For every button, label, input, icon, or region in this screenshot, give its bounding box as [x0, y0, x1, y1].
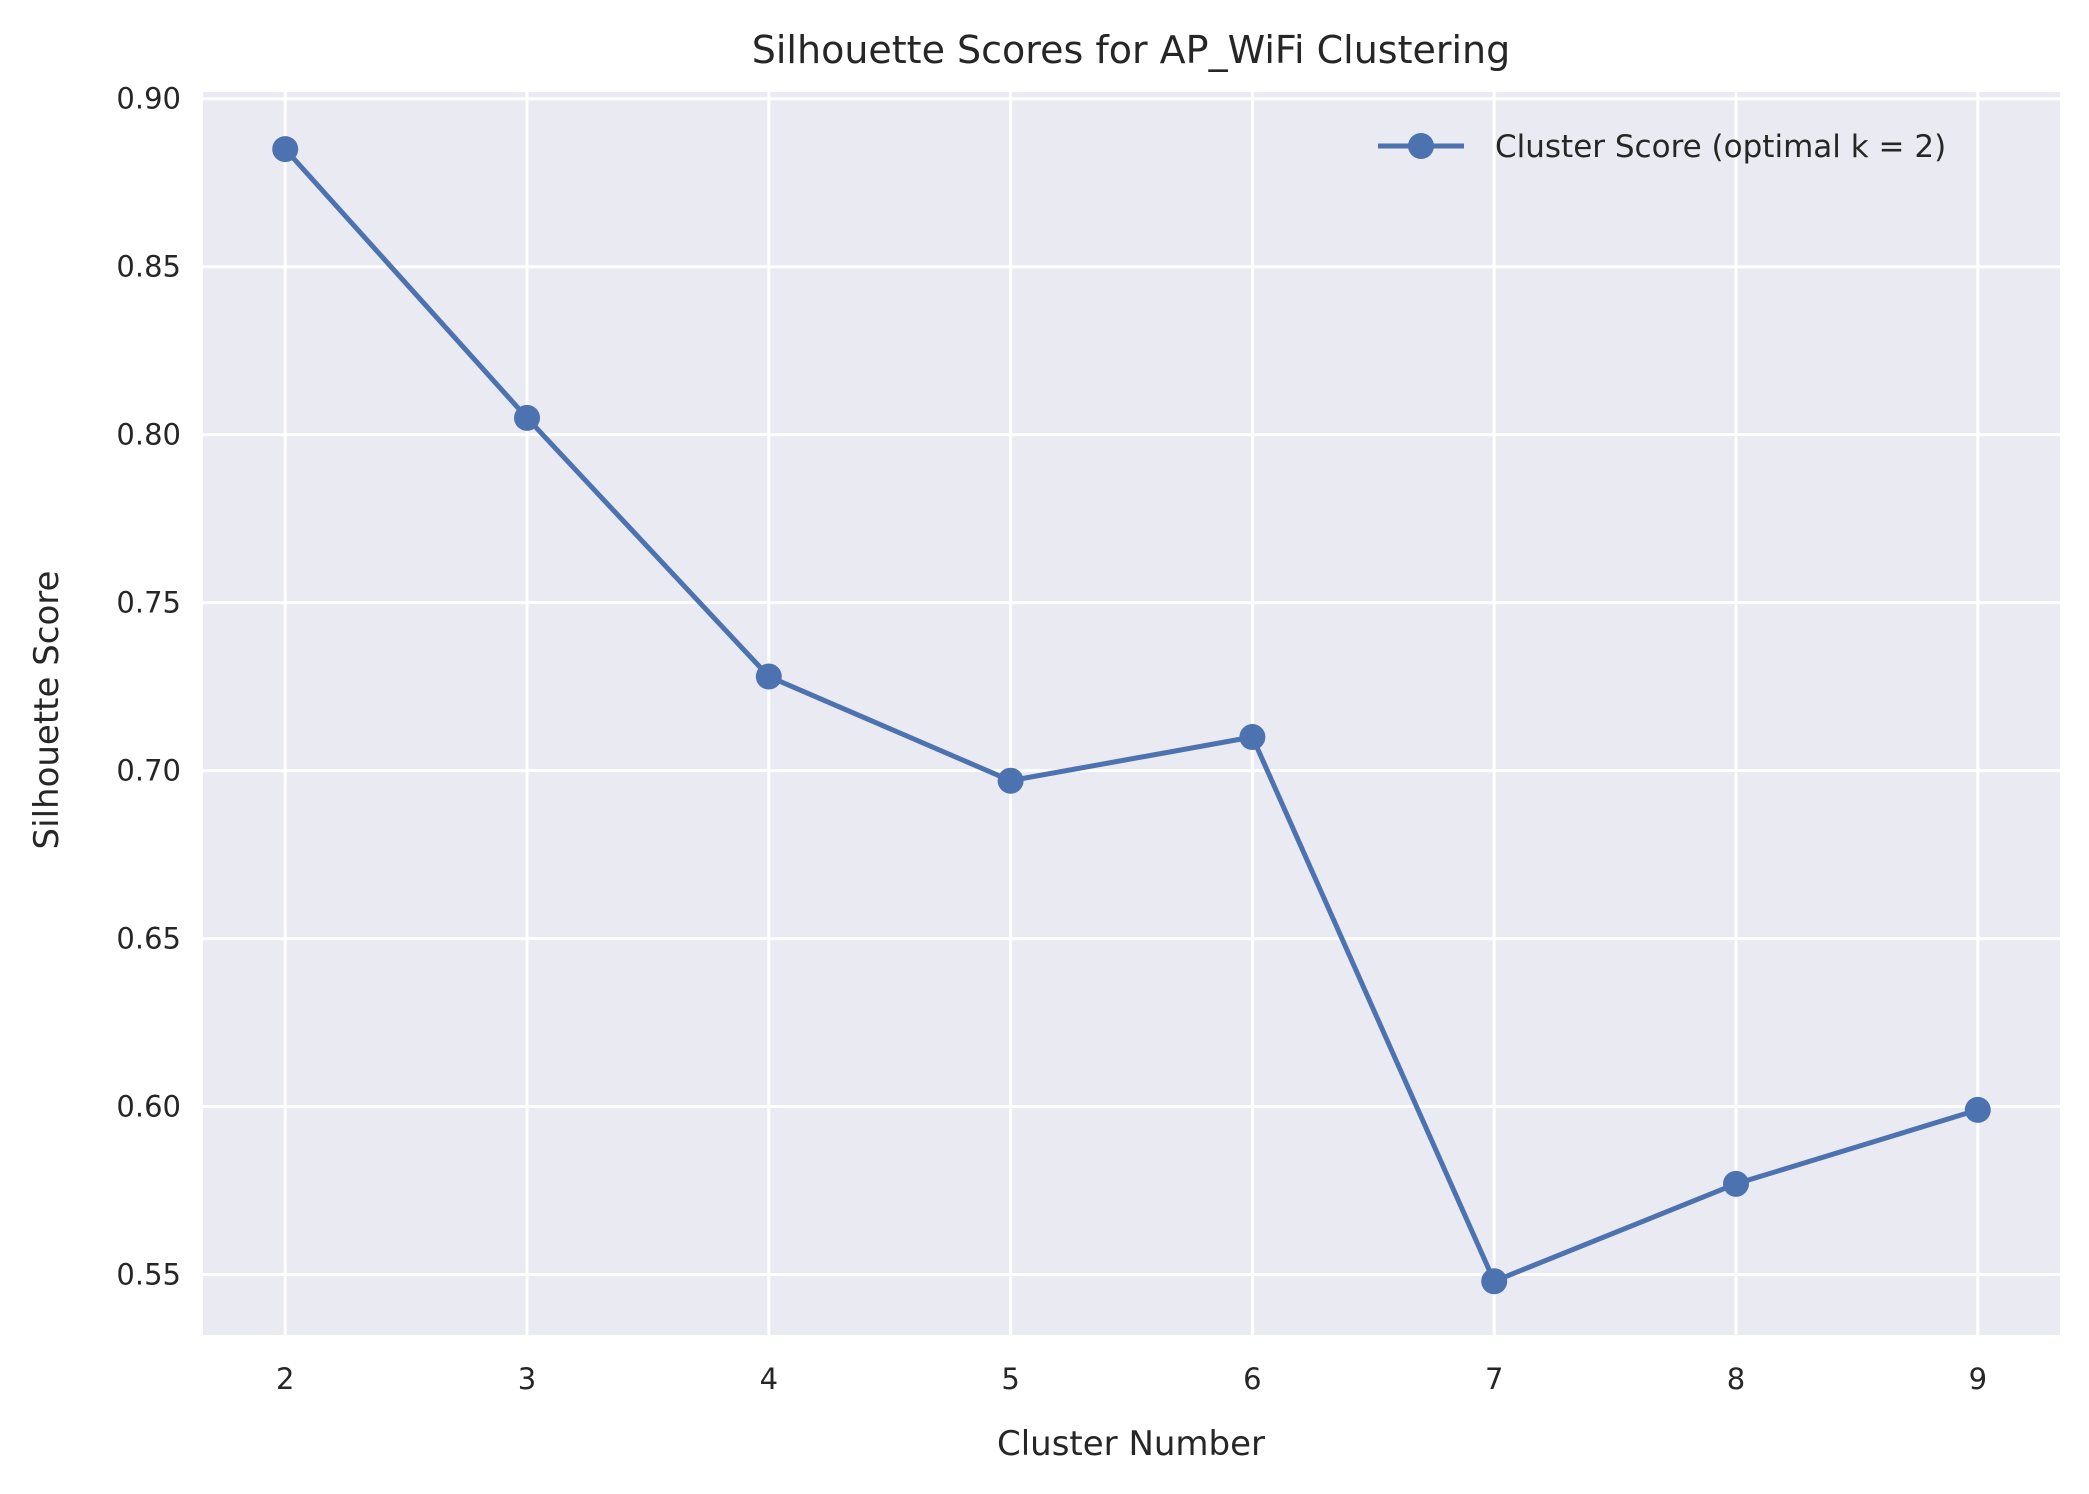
chart-title: Silhouette Scores for AP_WiFi Clustering [752, 28, 1511, 72]
y-axis-label: Silhouette Score [27, 571, 67, 850]
plot-area [203, 92, 2060, 1335]
data-point [1239, 724, 1266, 751]
x-axis-label: Cluster Number [997, 1424, 1265, 1464]
data-point [272, 136, 299, 163]
data-point [514, 404, 541, 431]
series-group [272, 136, 1991, 1295]
x-tick-label: 7 [1485, 1362, 1503, 1396]
x-tick-label: 6 [1243, 1362, 1261, 1396]
y-tick-label: 0.85 [116, 250, 181, 284]
grid-lines [203, 92, 2060, 1335]
x-tick-label: 9 [1969, 1362, 1987, 1396]
y-tick-label: 0.80 [116, 418, 181, 452]
data-point [1481, 1268, 1508, 1295]
x-tick-label: 4 [760, 1362, 778, 1396]
data-point [755, 663, 782, 690]
legend-marker [1408, 133, 1434, 159]
y-tick-label: 0.70 [116, 754, 181, 788]
data-point [1964, 1096, 1991, 1123]
x-axis-ticks: 2 3 4 5 6 7 8 9 [276, 1362, 1987, 1396]
data-point [1722, 1170, 1749, 1197]
y-tick-label: 0.75 [116, 586, 181, 620]
y-tick-label: 0.60 [116, 1090, 181, 1124]
legend-label: Cluster Score (optimal k = 2) [1495, 129, 1946, 165]
x-tick-label: 3 [518, 1362, 536, 1396]
data-point [997, 767, 1024, 794]
series-line [283, 147, 1979, 1284]
x-tick-label: 2 [276, 1362, 294, 1396]
y-tick-label: 0.90 [116, 82, 181, 116]
x-tick-label: 5 [1001, 1362, 1019, 1396]
x-tick-label: 8 [1727, 1362, 1745, 1396]
y-axis-ticks: 0.55 0.60 0.65 0.70 0.75 0.80 0.85 0.90 [116, 82, 181, 1292]
y-tick-label: 0.65 [116, 922, 181, 956]
y-tick-label: 0.55 [116, 1258, 181, 1292]
legend: Cluster Score (optimal k = 2) [1378, 129, 1946, 165]
